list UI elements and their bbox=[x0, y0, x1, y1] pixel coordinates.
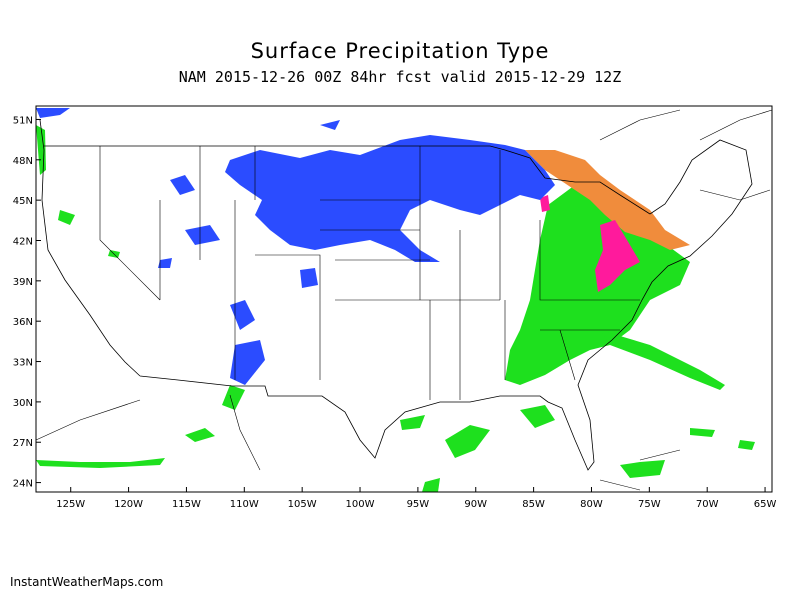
ice-area bbox=[540, 195, 640, 292]
x-tick-label: 65W bbox=[754, 499, 777, 510]
y-tick-label: 48N bbox=[13, 156, 33, 167]
y-tick-label: 45N bbox=[13, 196, 33, 207]
y-tick-label: 39N bbox=[13, 277, 33, 288]
axis-ticks: 125W 120W 115W 110W 105W 100W 95W 90W 85W 80W 75W 7… bbox=[13, 115, 777, 510]
snow-areas bbox=[36, 108, 555, 385]
y-tick-label: 36N bbox=[13, 317, 33, 328]
x-tick-label: 120W bbox=[114, 499, 143, 510]
x-tick-label: 115W bbox=[172, 499, 201, 510]
geography bbox=[35, 109, 773, 491]
x-tick-label: 110W bbox=[230, 499, 259, 510]
y-tick-label: 33N bbox=[13, 358, 33, 369]
map-frame bbox=[35, 105, 773, 493]
precipitation bbox=[36, 108, 755, 492]
y-tick-label: 30N bbox=[13, 398, 33, 409]
subtitle: NAM 2015-12-26 00Z 84hr fcst valid 2015-… bbox=[179, 68, 622, 86]
x-tick-label: 70W bbox=[696, 499, 719, 510]
title: Surface Precipitation Type bbox=[251, 39, 550, 63]
border bbox=[44, 145, 651, 215]
y-tick-label: 24N bbox=[13, 479, 33, 490]
x-tick-label: 80W bbox=[580, 499, 603, 510]
coastline bbox=[39, 119, 753, 471]
x-tick-label: 125W bbox=[56, 499, 85, 510]
y-tick-label: 51N bbox=[13, 115, 33, 126]
x-tick-label: 100W bbox=[346, 499, 375, 510]
y-tick-label: 42N bbox=[13, 236, 33, 247]
x-tick-label: 95W bbox=[407, 499, 430, 510]
credit: InstantWeatherMaps.com bbox=[10, 575, 163, 589]
x-tick-label: 90W bbox=[464, 499, 487, 510]
state-lines bbox=[99, 146, 640, 400]
x-tick-label: 105W bbox=[288, 499, 317, 510]
mix-area bbox=[525, 150, 690, 250]
y-tick-label: 27N bbox=[13, 438, 33, 449]
canada-mexico-lines bbox=[35, 109, 773, 491]
x-tick-label: 75W bbox=[638, 499, 661, 510]
x-tick-label: 85W bbox=[522, 499, 545, 510]
